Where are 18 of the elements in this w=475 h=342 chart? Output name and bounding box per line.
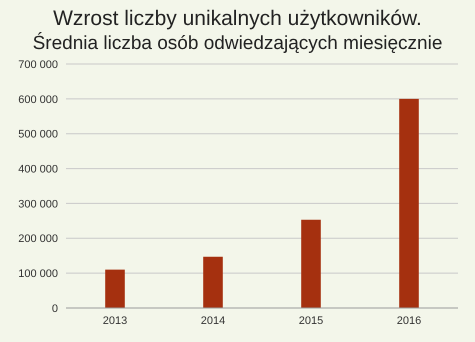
- bar: [399, 98, 419, 308]
- x-tick-label: 2013: [102, 314, 128, 327]
- bar: [105, 270, 125, 308]
- y-tick-label: 700 000: [18, 58, 58, 71]
- chart-subtitle: Średnia liczba osób odwiedzających miesięcznie: [32, 31, 444, 56]
- x-tick-label: 2014: [200, 314, 226, 327]
- y-tick-label: 300 000: [18, 198, 58, 210]
- x-tick-label: 2015: [298, 314, 324, 327]
- x-tick-label: 2016: [396, 314, 422, 327]
- y-tick-label: 600 000: [18, 94, 58, 106]
- y-tick-label: 0: [52, 302, 58, 315]
- y-tick-label: 500 000: [18, 128, 58, 141]
- y-tick-label: 400 000: [18, 163, 58, 176]
- y-tick-label: 200 000: [18, 233, 58, 246]
- bar: [301, 220, 321, 308]
- chart-title: Wzrost liczby unikalnych użytkowników.: [52, 6, 423, 31]
- y-tick-label: 100 000: [18, 268, 58, 280]
- bar: [203, 256, 223, 308]
